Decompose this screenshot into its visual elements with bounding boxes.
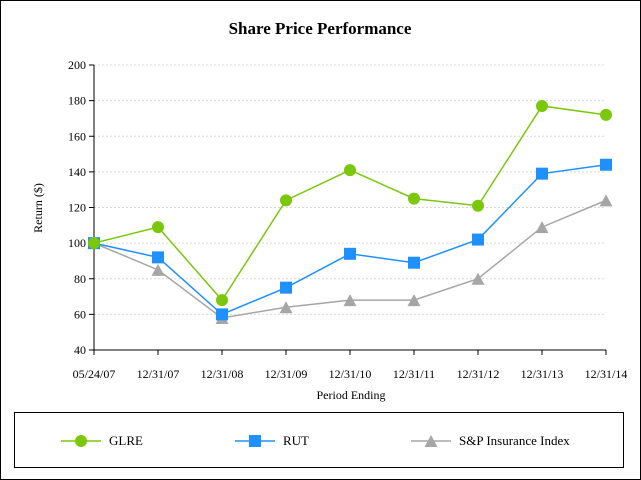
x-tick-label: 12/31/12 [457, 367, 500, 381]
series-glre [88, 99, 612, 307]
triangle-marker-icon [411, 435, 451, 447]
legend-item-sp-insurance: S&P Insurance Index [411, 413, 570, 469]
y-tick-label: 40 [74, 343, 86, 357]
x-tick-label: 12/31/14 [585, 367, 628, 381]
data-point [472, 233, 484, 246]
y-tick-label: 160 [68, 129, 86, 143]
y-tick-label: 200 [68, 58, 86, 72]
data-point [535, 221, 549, 234]
data-point [408, 192, 420, 205]
x-tick-label: 12/31/10 [329, 367, 372, 381]
y-tick-label: 100 [68, 236, 86, 250]
data-point [600, 108, 612, 121]
data-point [216, 308, 228, 321]
data-point [536, 99, 548, 112]
legend: GLRE RUT S&P Insurance Index [14, 412, 624, 468]
data-point [408, 256, 420, 269]
y-tick-label: 140 [68, 165, 86, 179]
series-line [93, 164, 607, 316]
x-tick-label: 12/31/08 [201, 367, 244, 381]
line-chart: Share Price Performance Return ($) Perio… [31, 19, 627, 402]
data-point [151, 263, 165, 276]
data-point [88, 237, 100, 250]
x-axis-label: Period Ending [317, 388, 386, 402]
data-point [471, 272, 485, 285]
x-tick-label: 05/24/07 [73, 367, 116, 381]
gridlines [94, 64, 606, 315]
x-tick-label: 12/31/13 [521, 367, 564, 381]
data-point [280, 281, 292, 294]
chart-title: Share Price Performance [229, 19, 412, 38]
data-point [280, 194, 292, 207]
y-axis-label: Return ($) [31, 183, 45, 233]
square-marker-icon [235, 435, 275, 447]
data-point [599, 194, 613, 207]
series-group [87, 99, 613, 324]
legend-label-sp-insurance: S&P Insurance Index [459, 433, 570, 448]
data-point [344, 164, 356, 177]
x-tick-label: 12/31/07 [137, 367, 180, 381]
data-point [472, 199, 484, 212]
data-point [279, 301, 293, 314]
legend-item-rut: RUT [235, 413, 309, 469]
y-tick-label: 120 [68, 201, 86, 215]
data-point [343, 294, 357, 307]
x-tick-label: 12/31/11 [393, 367, 435, 381]
data-point [216, 294, 228, 307]
axes: 40 60 80 100 120 140 160 180 200 05/24/07 12/31/07… [68, 58, 627, 381]
series-line [93, 105, 607, 302]
legend-item-glre: GLRE [61, 413, 143, 469]
x-tick-label: 12/31/09 [265, 367, 308, 381]
data-point [344, 247, 356, 260]
legend-label-glre: GLRE [109, 433, 143, 448]
circle-marker-icon [61, 435, 101, 447]
data-point [152, 221, 164, 234]
legend-label-rut: RUT [283, 433, 309, 448]
y-tick-label: 60 [74, 307, 86, 321]
data-point [407, 294, 421, 307]
y-tick-label: 180 [68, 94, 86, 108]
data-point [152, 251, 164, 264]
data-point [600, 158, 612, 171]
y-tick-label: 80 [74, 272, 86, 286]
data-point [536, 167, 548, 180]
